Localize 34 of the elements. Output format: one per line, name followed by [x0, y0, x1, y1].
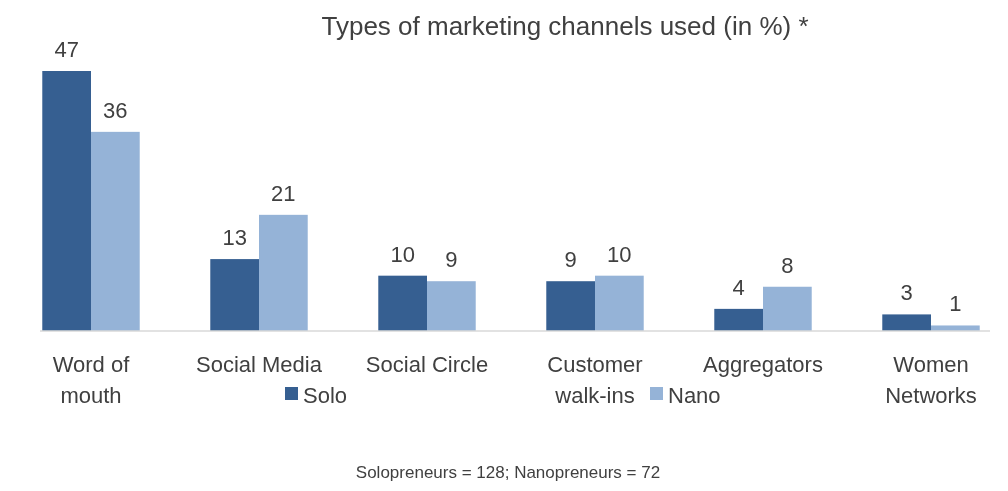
bar — [378, 275, 427, 331]
x-tick-label: Word of mouth — [52, 352, 131, 408]
bar — [427, 281, 476, 331]
x-tick-label: Social Circle — [365, 352, 489, 377]
data-label: 13 — [222, 225, 247, 251]
bar — [882, 314, 931, 331]
legend-label: Nano — [668, 383, 721, 408]
data-label: 36 — [103, 97, 128, 123]
bar — [259, 214, 308, 331]
data-label: 10 — [607, 241, 632, 267]
legend-label: Solo — [303, 383, 348, 408]
data-label: 8 — [781, 252, 794, 278]
data-label: 4 — [732, 274, 745, 300]
bar — [42, 71, 91, 331]
x-tick-label: Social Media — [196, 352, 323, 377]
data-label: 1 — [949, 291, 962, 317]
data-label: 21 — [271, 180, 296, 206]
data-label: 9 — [445, 247, 458, 273]
bar — [91, 131, 140, 331]
bar — [546, 281, 595, 331]
data-label: 47 — [54, 37, 79, 62]
bar — [714, 308, 763, 331]
x-tick-label: Customer walk-ins — [547, 352, 643, 408]
x-tick-label: Women Networks — [885, 352, 977, 408]
data-label: 9 — [564, 247, 577, 273]
x-tick-label: Aggregators — [703, 352, 823, 377]
bar — [210, 259, 259, 331]
chart-title: Types of marketing channels used (in %) * — [321, 11, 809, 41]
data-label: 10 — [390, 241, 415, 267]
bar — [931, 325, 980, 331]
bar — [595, 275, 644, 331]
bar — [763, 286, 812, 331]
data-label: 3 — [900, 280, 913, 306]
text: Solopreneurs = 128; Nanopreneurs = 72 — [355, 463, 661, 482]
